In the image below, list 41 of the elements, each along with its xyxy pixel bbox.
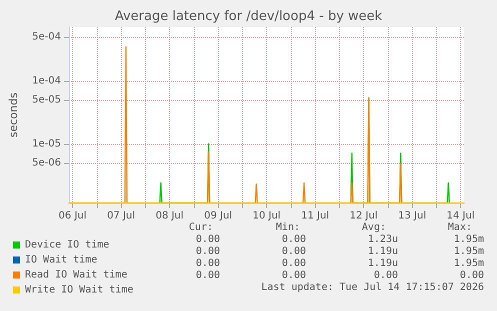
text: 1.19u — [368, 246, 398, 258]
text: 0.00 — [196, 234, 220, 246]
legend-label: Read IO Wait time — [25, 270, 128, 280]
y-axis-title: seconds — [7, 92, 20, 138]
x-tick-label: 13 Jul — [398, 210, 426, 222]
text: 1.95m — [454, 246, 484, 258]
text: Cur: — [188, 222, 213, 234]
x-tick-label: 11 Jul — [301, 210, 330, 222]
text: Avg: — [362, 222, 386, 234]
text: 0.00 — [282, 246, 306, 258]
text: 0.00 — [460, 270, 484, 282]
y-tick-label: 5e-06 — [32, 157, 61, 168]
x-tick-label: 09 Jul — [204, 210, 232, 222]
x-tick-label: 06 Jul — [58, 210, 87, 222]
text: 0.00 — [282, 258, 306, 270]
text: 0.00 — [196, 258, 220, 270]
text: Max: — [448, 222, 472, 234]
x-tick-label: 14 Jul — [446, 210, 475, 222]
text: 1.23u — [368, 234, 398, 246]
text: 1.95m — [454, 234, 484, 246]
text: 0.00 — [374, 270, 398, 282]
y-tick-label: 5e-05 — [32, 94, 61, 106]
y-tick-label: 5e-04 — [32, 31, 61, 42]
legend-label: Device IO time — [25, 240, 110, 250]
text: 1.95m — [454, 258, 484, 270]
text: 1.19u — [368, 258, 398, 270]
x-tick-label: 07 Jul — [107, 210, 136, 222]
x-tick-label: 10 Jul — [252, 210, 281, 222]
x-tick-label: 08 Jul — [156, 210, 184, 222]
text: 0.00 — [282, 270, 306, 282]
y-tick-label: 1e-05 — [32, 138, 61, 150]
text: 0.00 — [196, 270, 220, 282]
legend-label: IO Wait time — [25, 254, 98, 266]
text: 0.00 — [196, 246, 220, 258]
chart-title: Average latency for /dev/loop4 - by week — [114, 9, 383, 24]
y-tick-label: 1e-04 — [32, 75, 61, 86]
text: Min: — [276, 222, 300, 234]
text: Last update: Tue Jul 14 17:15:07 2026 — [261, 282, 484, 294]
x-tick-label: 12 Jul — [350, 210, 378, 222]
text: 0.00 — [282, 234, 306, 246]
legend-label: Write IO Wait time — [25, 284, 134, 296]
